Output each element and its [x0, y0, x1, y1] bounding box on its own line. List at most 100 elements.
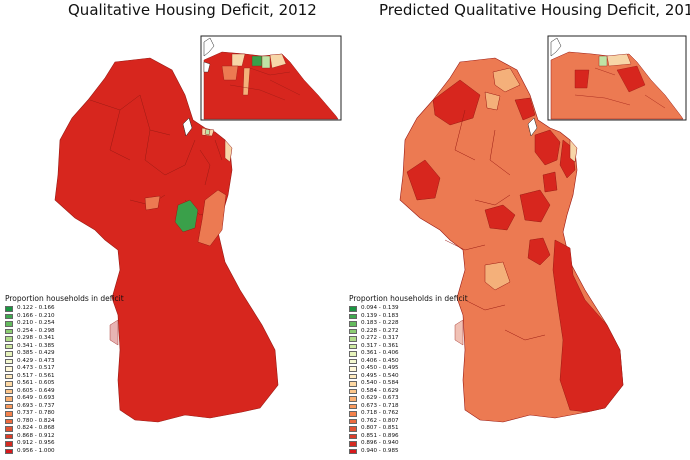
- legend-item: 0.584 - 0.629: [349, 388, 468, 396]
- legend-item: 0.495 - 0.540: [349, 373, 468, 381]
- legend-swatch: [5, 441, 13, 447]
- legend-label: 0.298 - 0.341: [17, 335, 55, 341]
- legend-label: 0.139 - 0.183: [361, 312, 399, 319]
- legend-label: 0.540 - 0.584: [361, 380, 399, 386]
- legend-label: 0.183 - 0.228: [361, 320, 399, 326]
- legend-label: 0.429 - 0.473: [17, 357, 55, 364]
- legend-label: 0.094 - 0.139: [361, 305, 399, 311]
- legend-item: 0.122 - 0.166: [5, 305, 124, 313]
- legend-swatch: [349, 321, 357, 327]
- river-estuary: [182, 117, 193, 137]
- legend-label: 0.629 - 0.673: [361, 395, 399, 401]
- legend-swatch: [349, 358, 357, 364]
- legend-item: 0.693 - 0.737: [5, 403, 124, 411]
- region-pale-mid: [484, 261, 511, 291]
- region-fills: [144, 127, 233, 247]
- legend-swatch: [5, 411, 13, 417]
- legend-swatch: [349, 328, 357, 334]
- legend-label: 0.896 - 0.940: [361, 440, 399, 446]
- legend-swatch: [349, 336, 357, 342]
- inset-river: [550, 37, 562, 57]
- legend-swatch: [349, 306, 357, 312]
- left-legend-title: Proportion households in deficit: [5, 294, 124, 303]
- legend-item: 0.762 - 0.807: [349, 418, 468, 426]
- legend-item: 0.473 - 0.517: [5, 365, 124, 373]
- inset-light-green: [598, 55, 608, 67]
- right-legend-title: Proportion households in deficit: [349, 294, 468, 303]
- legend-item: 0.737 - 0.780: [5, 410, 124, 418]
- inset-pale2: [269, 53, 287, 69]
- legend-item: 0.272 - 0.317: [349, 335, 468, 343]
- region-boundaries: [444, 109, 546, 341]
- legend-item: 0.361 - 0.406: [349, 350, 468, 358]
- left-map-title: Qualitative Housing Deficit, 2012: [68, 1, 317, 19]
- legend-swatch: [349, 373, 357, 379]
- legend-swatch: [5, 403, 13, 409]
- inset-red-1: [616, 65, 646, 93]
- legend-swatch: [349, 313, 357, 319]
- legend-item: 0.868 - 0.912: [5, 433, 124, 441]
- legend-item: 0.561 - 0.605: [5, 380, 124, 388]
- legend-label: 0.210 - 0.254: [17, 320, 55, 326]
- left-map: [54, 35, 342, 423]
- legend-label: 0.605 - 0.649: [17, 387, 55, 394]
- legend-label: 0.737 - 0.780: [17, 410, 55, 416]
- legend-item: 0.605 - 0.649: [5, 388, 124, 396]
- region-red-center2: [519, 189, 551, 223]
- legend-swatch: [349, 441, 357, 447]
- legend-label: 0.385 - 0.429: [17, 350, 55, 356]
- legend-item: 0.183 - 0.228: [349, 320, 468, 328]
- region-fills: [406, 67, 624, 413]
- legend-item: 0.450 - 0.495: [349, 365, 468, 373]
- legend-item: 0.851 - 0.896: [349, 433, 468, 441]
- legend-swatch: [5, 433, 13, 439]
- legend-label: 0.780 - 0.824: [17, 417, 55, 424]
- legend-swatch: [349, 381, 357, 387]
- region-green: [174, 199, 199, 233]
- legend-label: 0.166 - 0.210: [17, 312, 55, 319]
- inset-land: [550, 51, 684, 120]
- region-red-mid: [527, 237, 551, 266]
- legend-item: 0.649 - 0.693: [5, 395, 124, 403]
- legend-swatch: [349, 366, 357, 372]
- legend-item: 0.094 - 0.139: [349, 305, 468, 313]
- region-red-ne: [542, 171, 558, 193]
- legend-item: 0.940 - 0.985: [349, 448, 468, 456]
- legend-label: 0.561 - 0.605: [17, 380, 55, 386]
- legend-swatch: [349, 433, 357, 439]
- inset-light-green: [261, 55, 271, 69]
- legend-item: 0.139 - 0.183: [349, 313, 468, 321]
- legend-label: 0.473 - 0.517: [17, 365, 55, 371]
- legend-item: 0.629 - 0.673: [349, 395, 468, 403]
- left-legend-items: 0.122 - 0.166 0.166 - 0.210 0.210 - 0.254 0…: [5, 305, 124, 455]
- legend-item: 0.673 - 0.718: [349, 403, 468, 411]
- legend-label: 0.361 - 0.406: [361, 350, 399, 356]
- region-orange-east: [197, 189, 227, 247]
- region-orange-small: [144, 195, 161, 211]
- region-red-west: [406, 159, 441, 201]
- legend-label: 0.272 - 0.317: [361, 335, 399, 341]
- legend-label: 0.584 - 0.629: [361, 387, 399, 394]
- inset-map: [200, 35, 342, 121]
- legend-label: 0.762 - 0.807: [361, 417, 399, 424]
- legend-item: 0.896 - 0.940: [349, 440, 468, 448]
- region-red-north-coast: [514, 97, 536, 121]
- legend-swatch: [349, 426, 357, 432]
- legend-item: 0.298 - 0.341: [5, 335, 124, 343]
- legend-swatch: [5, 336, 13, 342]
- region-red-north: [432, 79, 481, 126]
- left-legend: Proportion households in deficit 0.122 -…: [5, 294, 124, 455]
- legend-item: 0.228 - 0.272: [349, 328, 468, 336]
- legend-item: 0.317 - 0.361: [349, 343, 468, 351]
- legend-label: 0.956 - 1.000: [17, 447, 55, 454]
- legend-item: 0.540 - 0.584: [349, 380, 468, 388]
- region-coast-green: [204, 128, 211, 136]
- legend-swatch: [5, 306, 13, 312]
- legend-item: 0.912 - 0.956: [5, 440, 124, 448]
- inset-red-2: [574, 69, 590, 89]
- inset-green: [251, 55, 263, 67]
- legend-label: 0.228 - 0.272: [361, 327, 399, 334]
- legend-label: 0.912 - 0.956: [17, 440, 55, 446]
- legend-swatch: [5, 373, 13, 379]
- legend-item: 0.807 - 0.851: [349, 425, 468, 433]
